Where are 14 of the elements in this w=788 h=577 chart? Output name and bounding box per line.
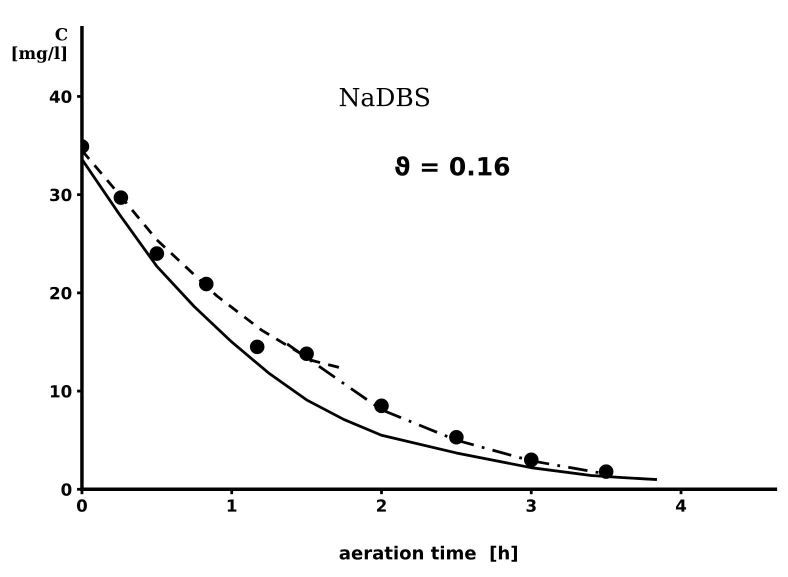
annotation: NaDBS	[340, 88, 430, 107]
y-tick-label: 20	[50, 286, 72, 300]
y-tick-label: 0	[61, 483, 72, 496]
y-axis-title: C [mg/l]	[12, 28, 68, 63]
annotation: ϑ = 0.16	[395, 156, 510, 176]
x-axis-title: aeration time [h]	[340, 546, 517, 562]
x-tick-label: 0	[76, 499, 87, 512]
y-tick-label: 40	[50, 90, 72, 104]
x-tick-label: 1	[228, 500, 236, 512]
x-tick-label: 4	[676, 500, 686, 512]
x-tick-label: 3	[526, 499, 536, 512]
x-tick-label: 2	[377, 499, 386, 512]
y-tick-label: 30	[50, 188, 72, 202]
y-tick-label: 10	[50, 385, 72, 398]
